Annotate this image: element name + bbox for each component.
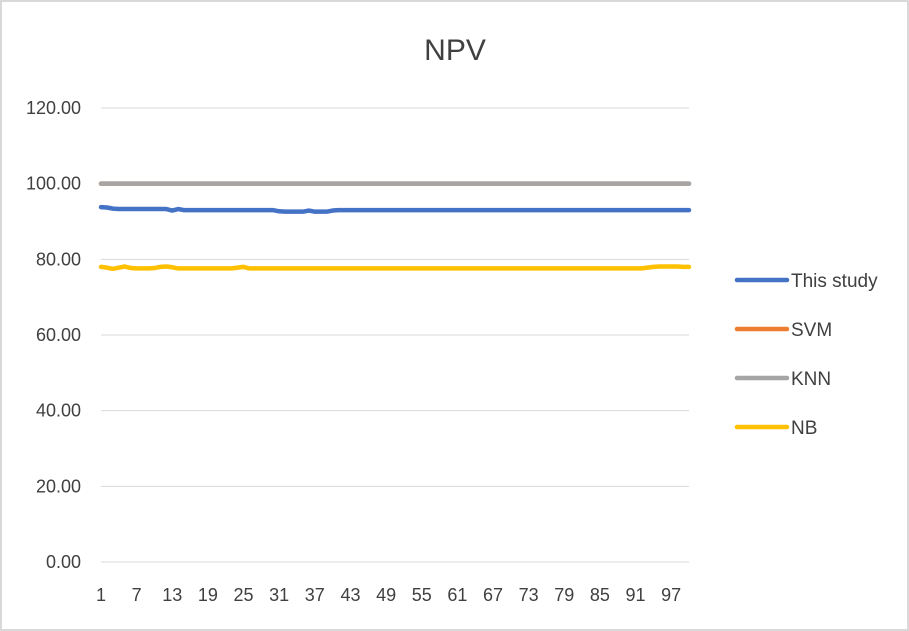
gridlines [101, 107, 689, 563]
x-tick-label: 37 [305, 585, 325, 605]
y-tick-label: 80.00 [36, 249, 81, 269]
x-tick-label: 79 [554, 585, 574, 605]
chart-title: NPV [424, 34, 486, 67]
legend-label: NB [791, 418, 817, 439]
x-tick-label: 19 [198, 585, 218, 605]
x-axis-ticks: 1 7 13 19 25 31 37 43 49 55 61 67 73 79 85 91 97 [96, 585, 681, 605]
x-tick-label: 55 [412, 585, 432, 605]
x-tick-label: 1 [96, 585, 106, 605]
x-tick-label: 31 [269, 585, 289, 605]
series-line-nb [98, 264, 692, 272]
x-tick-label: 61 [447, 585, 467, 605]
x-tick-label: 49 [376, 585, 396, 605]
series-lines [98, 181, 692, 272]
y-axis-ticks: 0.00 20.00 40.00 60.00 80.00 100.00 120.00 [26, 98, 81, 572]
x-tick-label: 7 [132, 585, 142, 605]
x-tick-label: 13 [162, 585, 182, 605]
legend-label: KNN [791, 369, 831, 390]
x-tick-label: 25 [234, 585, 254, 605]
y-tick-label: 0.00 [46, 552, 81, 572]
x-tick-label: 43 [340, 585, 360, 605]
legend: This study SVM KNN NB [734, 271, 878, 439]
y-tick-label: 100.00 [26, 174, 81, 194]
x-tick-label: 67 [483, 585, 503, 605]
series-line-this-study [98, 204, 692, 214]
x-tick-label: 73 [519, 585, 539, 605]
y-tick-label: 20.00 [36, 476, 81, 496]
legend-label: SVM [791, 320, 832, 341]
x-tick-label: 85 [590, 585, 610, 605]
y-tick-label: 120.00 [26, 98, 81, 118]
x-tick-label: 91 [626, 585, 646, 605]
x-tick-label: 97 [661, 585, 681, 605]
legend-label: This study [791, 271, 878, 292]
y-tick-label: 60.00 [36, 325, 81, 345]
y-tick-label: 40.00 [36, 401, 81, 421]
